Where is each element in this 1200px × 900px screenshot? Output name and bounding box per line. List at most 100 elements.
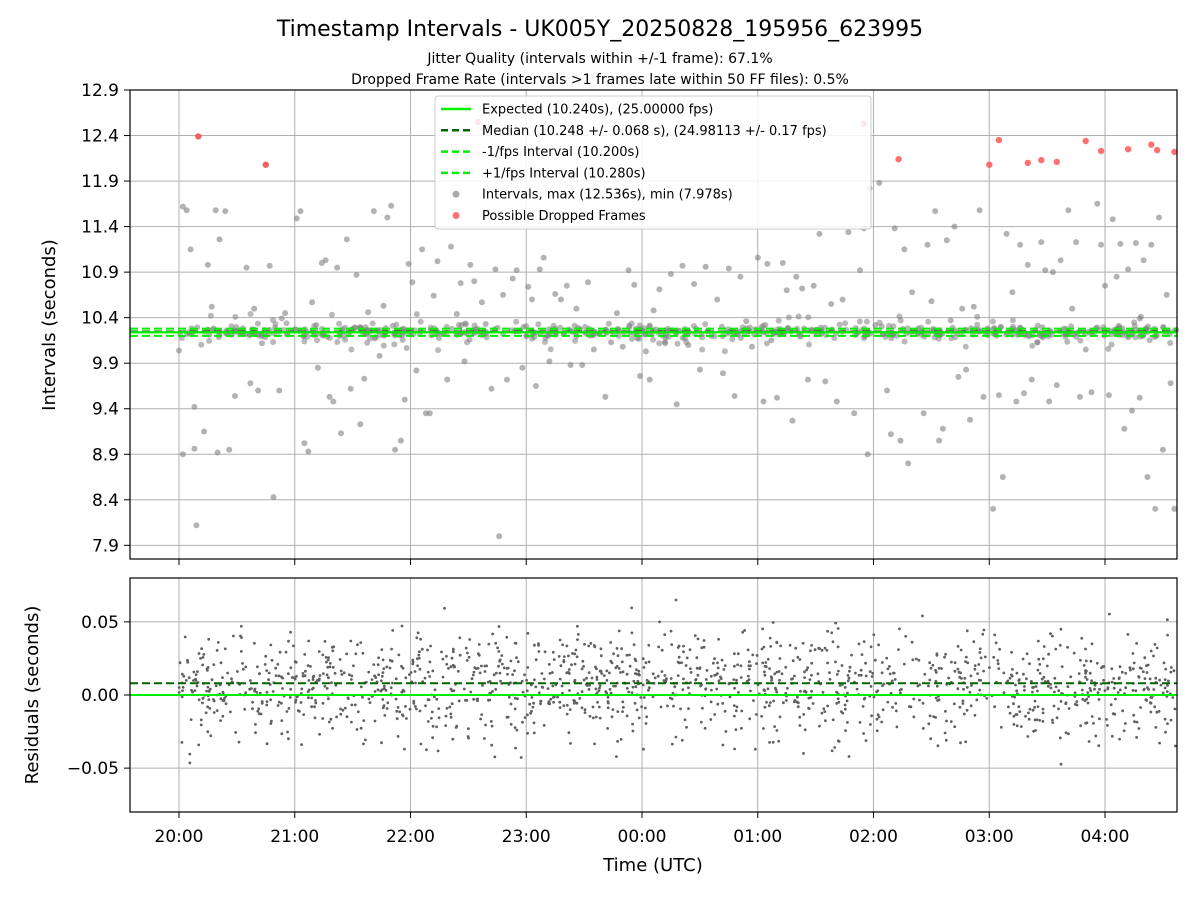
residual-point bbox=[475, 698, 479, 701]
residual-point bbox=[784, 665, 788, 669]
residual-point bbox=[1037, 657, 1041, 661]
residual-point bbox=[651, 672, 655, 676]
residual-point bbox=[295, 675, 298, 678]
residual-point bbox=[834, 660, 837, 664]
dropped-frame-point bbox=[1148, 141, 1155, 148]
residual-point bbox=[1014, 683, 1017, 687]
residual-point bbox=[1148, 677, 1152, 681]
residual-point bbox=[205, 689, 209, 693]
residual-point bbox=[516, 660, 520, 664]
residual-point bbox=[888, 672, 892, 676]
residual-point bbox=[1055, 716, 1059, 720]
residual-point bbox=[294, 700, 297, 704]
residual-point bbox=[886, 700, 890, 704]
residual-reference-lines bbox=[130, 682, 1177, 696]
residual-point bbox=[918, 698, 921, 702]
residual-point bbox=[734, 728, 738, 731]
residual-point bbox=[694, 678, 697, 682]
residual-point bbox=[1036, 689, 1039, 693]
residual-point bbox=[739, 676, 743, 679]
residual-point bbox=[1164, 730, 1167, 734]
interval-point bbox=[948, 335, 955, 342]
residual-point bbox=[301, 674, 305, 678]
residual-point bbox=[1085, 678, 1089, 681]
residual-point bbox=[1110, 680, 1114, 684]
residual-point bbox=[269, 643, 273, 647]
interval-point bbox=[721, 348, 728, 355]
residual-point bbox=[847, 676, 851, 680]
residual-point bbox=[869, 685, 873, 688]
interval-point bbox=[783, 287, 790, 294]
residual-point bbox=[658, 620, 661, 624]
residual-point bbox=[417, 653, 421, 657]
residual-point bbox=[523, 673, 526, 677]
residual-point bbox=[895, 725, 899, 729]
residual-point bbox=[433, 695, 436, 699]
residual-point bbox=[258, 672, 261, 676]
residual-point bbox=[359, 641, 363, 644]
residual-point bbox=[1015, 724, 1019, 728]
interval-point bbox=[884, 387, 890, 394]
residual-point bbox=[773, 672, 777, 676]
residual-point bbox=[254, 731, 257, 735]
interval-point bbox=[629, 335, 635, 342]
residual-point bbox=[845, 699, 849, 703]
residual-point bbox=[1034, 685, 1038, 688]
legend-label: +1/fps Interval (10.280s) bbox=[482, 166, 646, 181]
interval-point bbox=[615, 332, 622, 339]
residual-point bbox=[722, 668, 726, 671]
residual-point bbox=[384, 689, 388, 692]
residual-point bbox=[682, 644, 685, 648]
residual-point bbox=[416, 657, 419, 661]
residual-point bbox=[704, 678, 708, 681]
interval-point bbox=[353, 271, 360, 278]
residual-point bbox=[836, 739, 840, 743]
top-y-tick-label: 12.4 bbox=[81, 127, 119, 147]
residual-point bbox=[465, 699, 469, 702]
interval-point bbox=[183, 207, 190, 214]
residual-point bbox=[208, 706, 212, 710]
residual-point bbox=[808, 678, 812, 681]
interval-point bbox=[1132, 240, 1139, 246]
residual-point bbox=[595, 667, 598, 671]
interval-point bbox=[1017, 241, 1024, 248]
residual-point bbox=[232, 634, 235, 638]
residual-point bbox=[755, 654, 759, 657]
residual-point bbox=[881, 708, 885, 712]
residual-point bbox=[437, 716, 441, 720]
residual-point bbox=[610, 661, 614, 665]
residual-point bbox=[818, 724, 821, 728]
residual-point bbox=[747, 664, 751, 668]
residual-point bbox=[604, 690, 608, 693]
residual-point bbox=[413, 705, 417, 708]
residual-point bbox=[773, 725, 776, 728]
residual-point bbox=[467, 736, 470, 740]
residual-point bbox=[401, 714, 405, 718]
residual-point bbox=[359, 726, 363, 730]
residual-point bbox=[875, 729, 879, 733]
residual-point bbox=[1081, 698, 1085, 701]
residual-point bbox=[809, 649, 812, 653]
interval-point bbox=[376, 352, 383, 359]
interval-point bbox=[999, 474, 1006, 480]
residual-point bbox=[677, 661, 681, 665]
residual-point bbox=[647, 660, 651, 664]
residual-point bbox=[239, 650, 243, 653]
residual-point bbox=[1010, 650, 1013, 654]
residual-point bbox=[451, 663, 455, 667]
interval-point bbox=[214, 449, 221, 456]
interval-point bbox=[743, 318, 750, 325]
residual-point bbox=[255, 691, 259, 694]
residual-point bbox=[774, 686, 777, 690]
interval-point bbox=[1034, 322, 1041, 329]
residual-point bbox=[1069, 675, 1073, 679]
residual-point bbox=[204, 711, 208, 715]
residual-point bbox=[721, 743, 725, 747]
residual-point bbox=[533, 643, 536, 647]
interval-point bbox=[1163, 291, 1170, 298]
residual-point bbox=[180, 695, 184, 699]
interval-point bbox=[504, 376, 510, 383]
interval-point bbox=[513, 318, 520, 325]
residual-point bbox=[472, 670, 476, 674]
residual-point bbox=[321, 672, 325, 675]
